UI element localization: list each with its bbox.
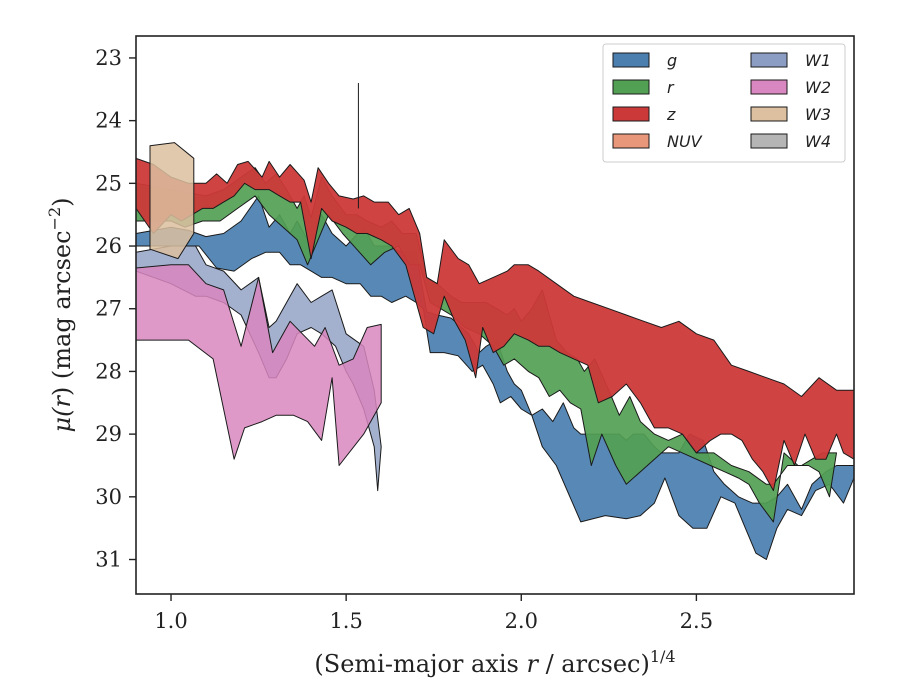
- legend-swatch-w3: [750, 106, 788, 122]
- y-tick-label: 26: [95, 234, 122, 258]
- band-w2: [136, 264, 382, 466]
- band-w3: [149, 142, 195, 260]
- y-tick-label: 30: [95, 485, 122, 509]
- legend: grz NUV W1 W2 W3 W4: [602, 43, 846, 163]
- legend-label-w1: W1: [805, 51, 831, 70]
- legend-swatch-w1: [750, 52, 788, 68]
- legend-swatch-g: [612, 52, 650, 68]
- x-tick-label: 1.5: [329, 609, 362, 633]
- y-axis-label: μ(r) (mag arcsec−2): [45, 197, 76, 432]
- x-axis-label: (Semi-major axis r / arcsec)1/4: [314, 647, 675, 678]
- y-tick-label: 23: [95, 46, 122, 70]
- x-tick-label: 1.0: [154, 609, 187, 633]
- y-tick-label: 29: [95, 422, 122, 446]
- legend-label-w2: W2: [805, 78, 831, 97]
- legend-swatch-r: [612, 79, 650, 95]
- legend-label-g: g: [667, 51, 677, 70]
- y-tick-label: 28: [95, 359, 122, 383]
- legend-label-z: z: [666, 105, 676, 124]
- legend-label-r: r: [667, 78, 675, 97]
- surface-brightness-bands: [136, 142, 854, 560]
- legend-swatch-z: [612, 106, 650, 122]
- y-tick-label: 24: [95, 109, 122, 133]
- legend-swatch-w2: [750, 79, 788, 95]
- x-axis-ticks: 1.0 1.5 2.0 2.5: [154, 594, 713, 633]
- x-tick-label: 2.5: [680, 609, 713, 633]
- legend-box: [602, 43, 846, 163]
- y-tick-label: 31: [95, 548, 122, 572]
- plot-frame: [135, 35, 855, 595]
- legend-label-w4: W4: [805, 132, 831, 151]
- y-tick-label: 25: [95, 171, 122, 195]
- y-tick-label: 27: [95, 297, 122, 321]
- y-axis-ticks: 23 24 25 26 27 28 29 30 31: [95, 46, 136, 572]
- x-tick-label: 2.0: [505, 609, 538, 633]
- legend-label-nuv: NUV: [667, 132, 703, 151]
- legend-swatch-nuv: [612, 133, 650, 149]
- band-z: [136, 157, 854, 492]
- legend-label-w3: W3: [805, 105, 831, 124]
- legend-swatch-w4: [750, 133, 788, 149]
